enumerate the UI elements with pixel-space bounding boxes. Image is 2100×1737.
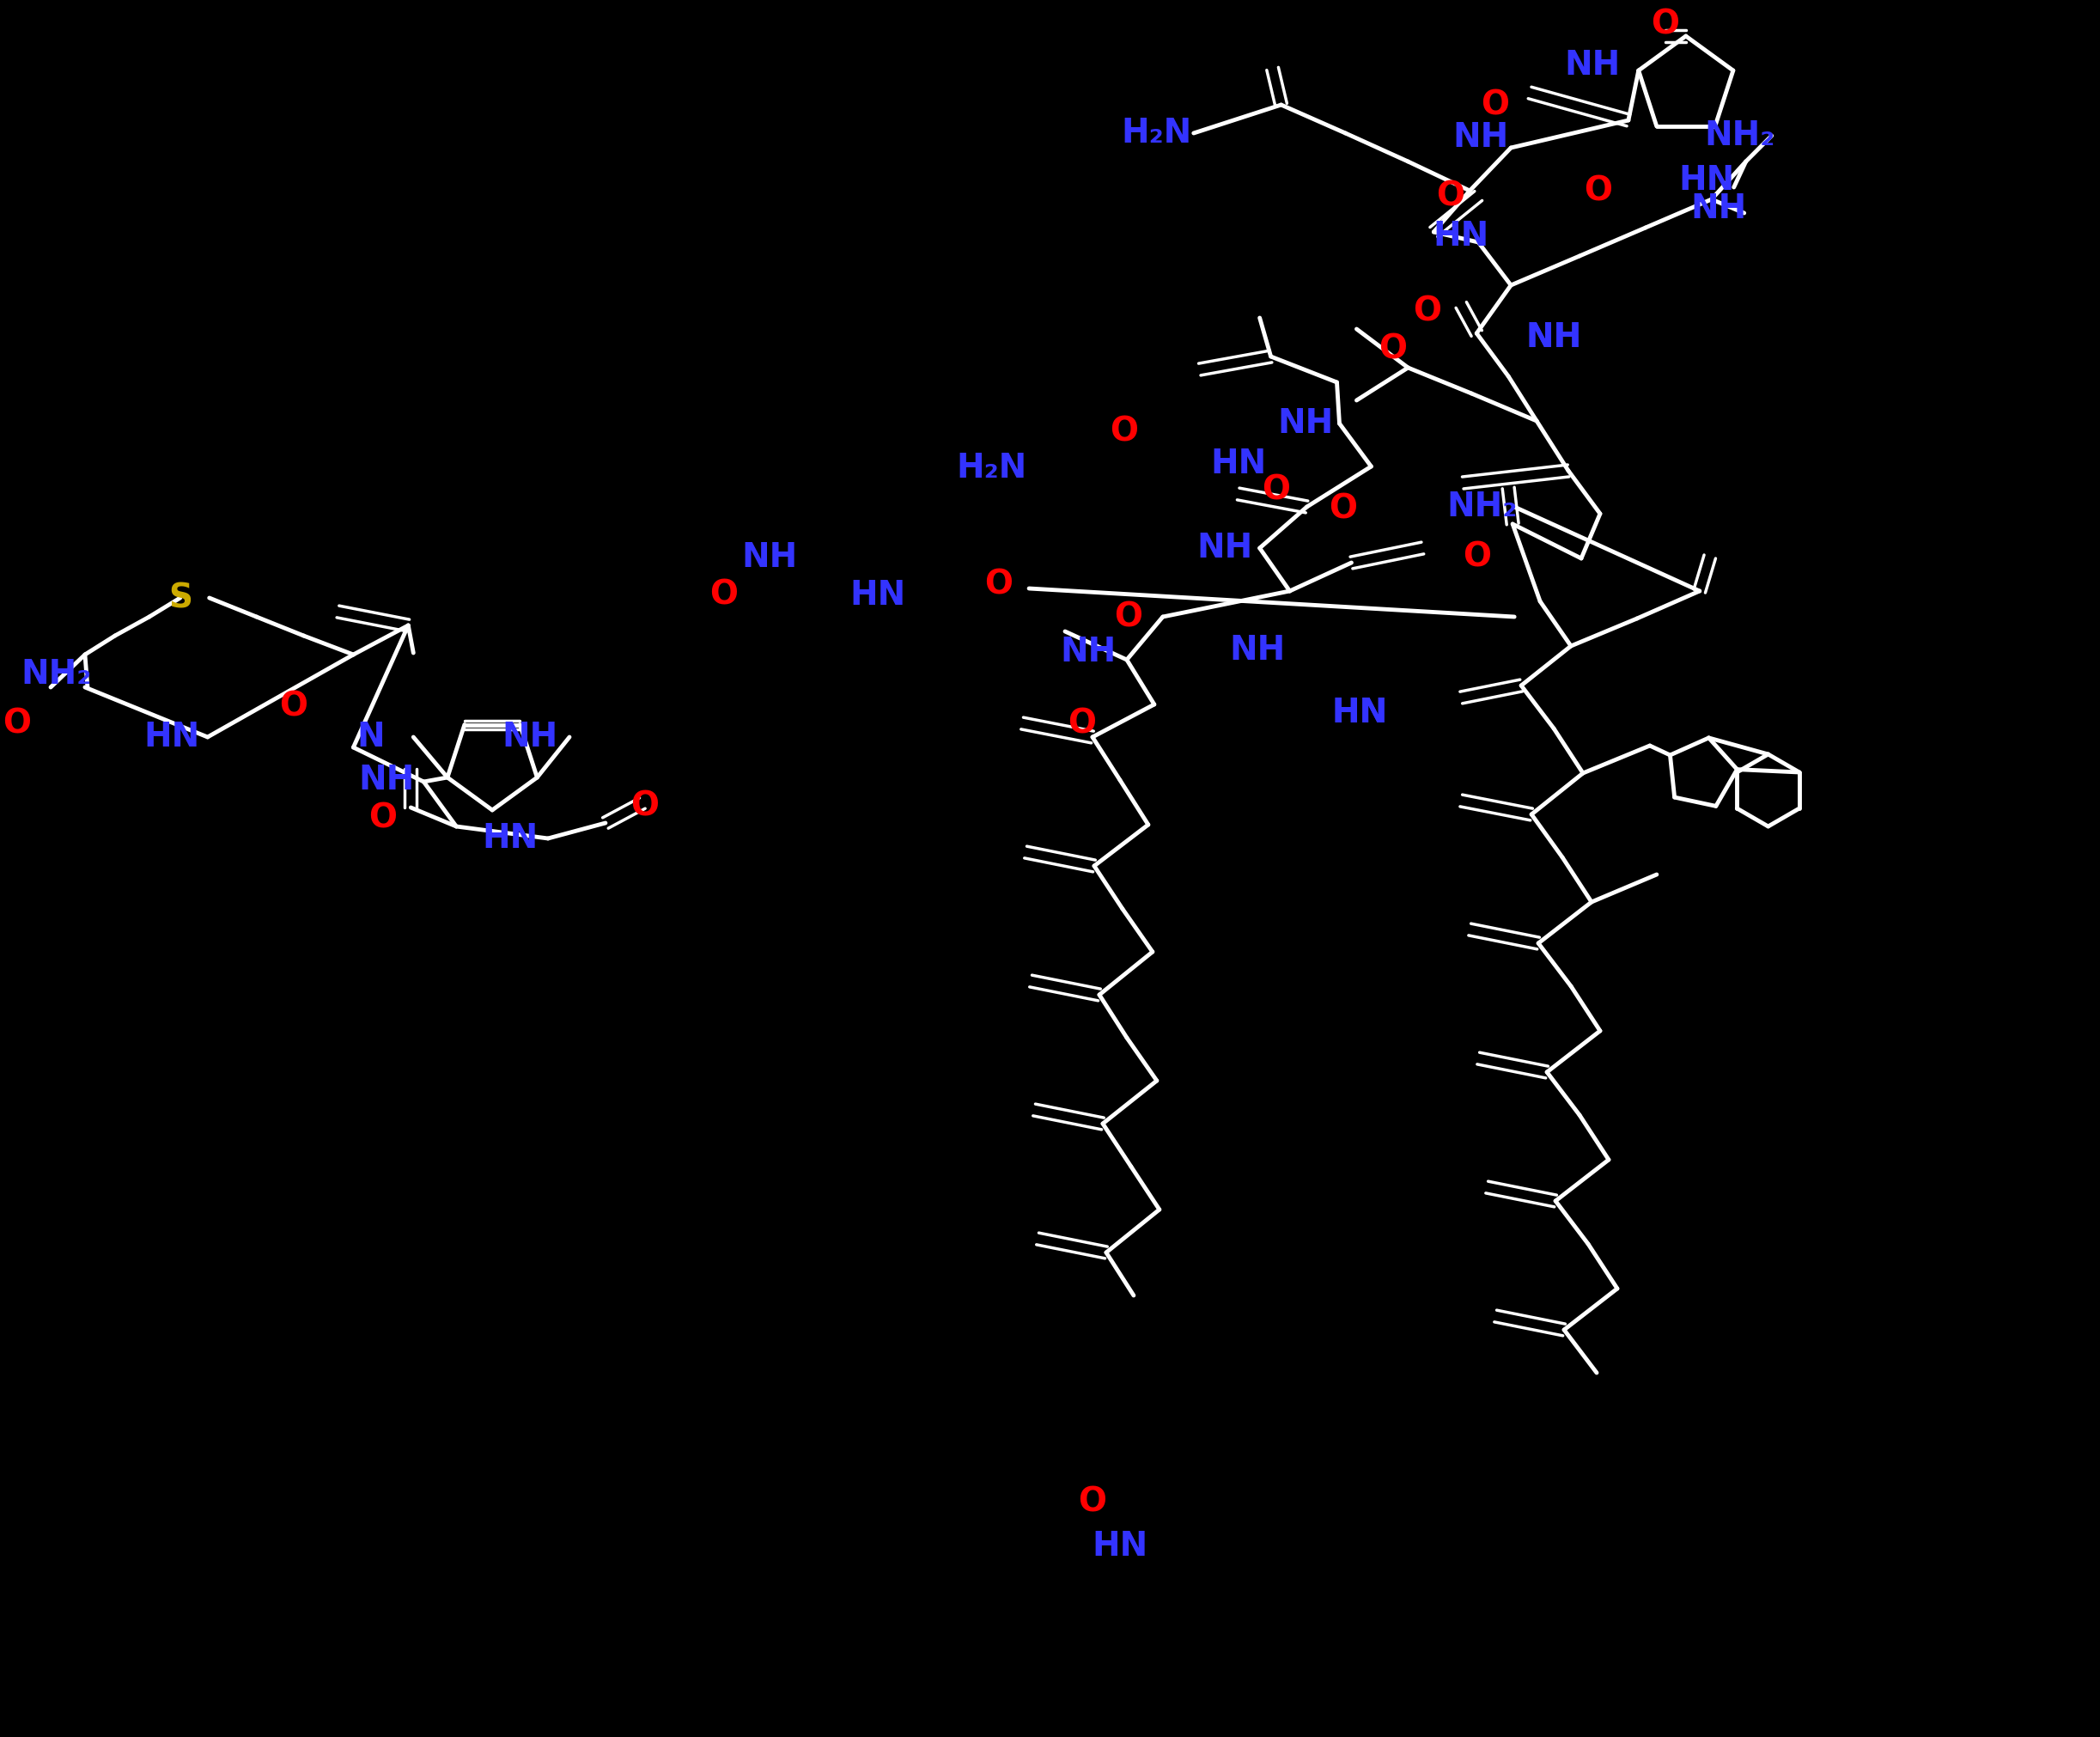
Text: HN: HN: [143, 721, 200, 754]
Text: O: O: [1069, 709, 1096, 740]
Text: NH: NH: [1197, 532, 1252, 565]
Text: O: O: [1436, 179, 1464, 212]
Text: HN: HN: [1678, 163, 1735, 196]
Text: NH: NH: [1453, 122, 1510, 155]
Text: O: O: [1111, 415, 1138, 448]
Text: HN: HN: [1210, 448, 1266, 479]
Text: HN: HN: [1092, 1530, 1149, 1563]
Text: NH: NH: [1527, 321, 1581, 354]
Text: NH: NH: [1060, 636, 1117, 669]
Text: NH: NH: [502, 721, 559, 754]
Text: NH₂: NH₂: [1705, 120, 1775, 153]
Text: O: O: [1462, 540, 1491, 573]
Text: O: O: [1115, 601, 1142, 632]
Text: O: O: [1583, 174, 1613, 207]
Text: S: S: [168, 582, 193, 615]
Text: HN: HN: [1432, 221, 1489, 252]
Text: HN: HN: [1331, 697, 1388, 730]
Text: O: O: [1077, 1485, 1107, 1518]
Text: O: O: [1480, 89, 1508, 122]
Text: O: O: [1651, 7, 1680, 40]
Text: O: O: [1329, 492, 1357, 525]
Text: NH: NH: [741, 542, 798, 573]
Text: O: O: [1413, 295, 1441, 327]
Text: O: O: [279, 691, 307, 723]
Text: HN: HN: [483, 822, 538, 855]
Text: NH: NH: [1277, 406, 1334, 439]
Text: H₂N: H₂N: [1121, 116, 1193, 149]
Text: NH: NH: [1527, 321, 1581, 354]
Text: O: O: [630, 790, 659, 822]
Text: H₂N: H₂N: [956, 452, 1027, 485]
Text: NH: NH: [1691, 193, 1747, 226]
Text: HN: HN: [850, 578, 905, 611]
Text: O: O: [2, 709, 32, 740]
Text: N: N: [357, 721, 384, 754]
Text: NH₂: NH₂: [21, 658, 92, 691]
Text: NH: NH: [359, 764, 416, 796]
Text: NH₂: NH₂: [1447, 490, 1516, 523]
Text: O: O: [710, 578, 737, 611]
Text: NH: NH: [1565, 49, 1621, 82]
Text: O: O: [1378, 332, 1407, 365]
Text: O: O: [1262, 474, 1289, 507]
Text: O: O: [985, 568, 1012, 601]
Text: O: O: [368, 801, 397, 834]
Text: NH: NH: [1228, 634, 1285, 667]
Text: HN: HN: [1331, 697, 1388, 730]
